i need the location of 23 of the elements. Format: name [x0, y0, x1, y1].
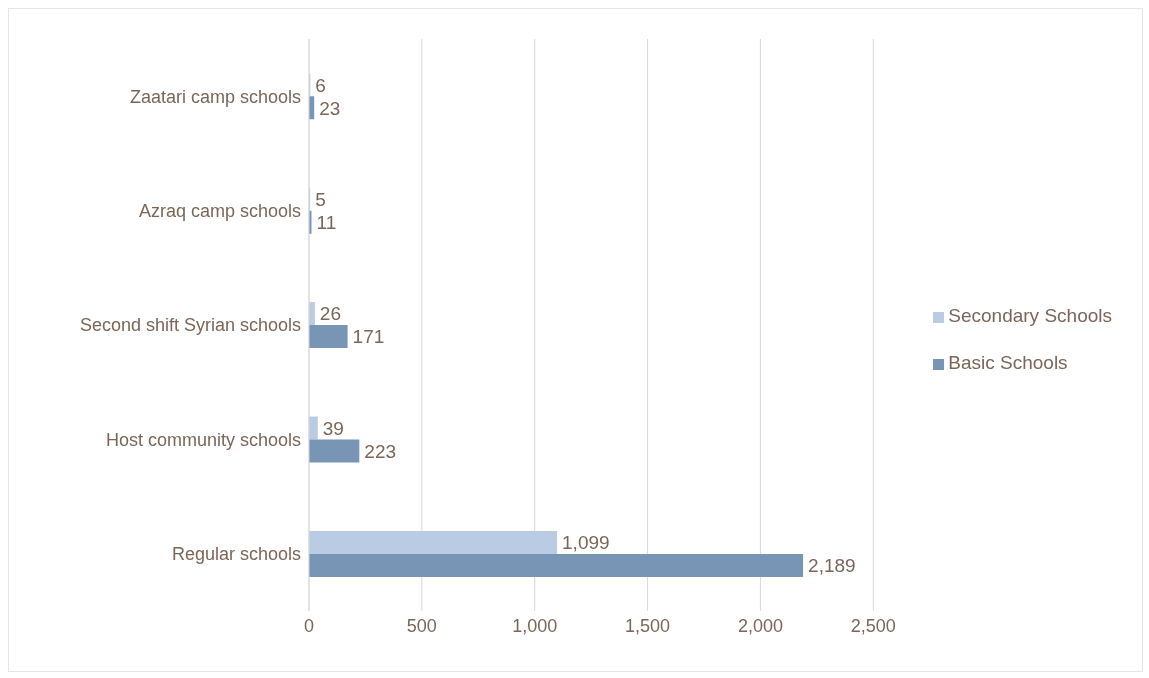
data-label: 171: [352, 326, 385, 348]
data-label: 26: [319, 303, 342, 325]
x-tick-label: 0: [303, 615, 315, 636]
y-tick-label: Regular schools: [171, 544, 301, 565]
data-label: 223: [364, 440, 397, 462]
x-tick-label: 2,000: [737, 615, 783, 636]
data-label: 2,189: [808, 555, 856, 577]
data-label: 6: [315, 74, 326, 96]
data-label: 11: [316, 211, 337, 233]
x-tick-label: 1,000: [512, 615, 558, 636]
y-tick-label: Azraq camp schools: [138, 200, 301, 221]
y-tick-label: Second shift Syrian schools: [79, 315, 301, 336]
data-label: 23: [319, 97, 341, 119]
x-tick-label: 2,500: [850, 615, 896, 636]
legend-label: Secondary Schools: [948, 305, 1112, 326]
y-tick-label: Host community schools: [105, 429, 301, 450]
data-label: 1,099: [562, 532, 610, 554]
legend-label: Basic Schools: [948, 352, 1068, 373]
y-tick-label: Zaatari camp schools: [129, 86, 301, 107]
x-tick-label: 1,500: [625, 615, 671, 636]
data-label: 5: [315, 188, 326, 210]
data-label: 39: [322, 417, 344, 439]
x-tick-label: 500: [406, 615, 437, 636]
